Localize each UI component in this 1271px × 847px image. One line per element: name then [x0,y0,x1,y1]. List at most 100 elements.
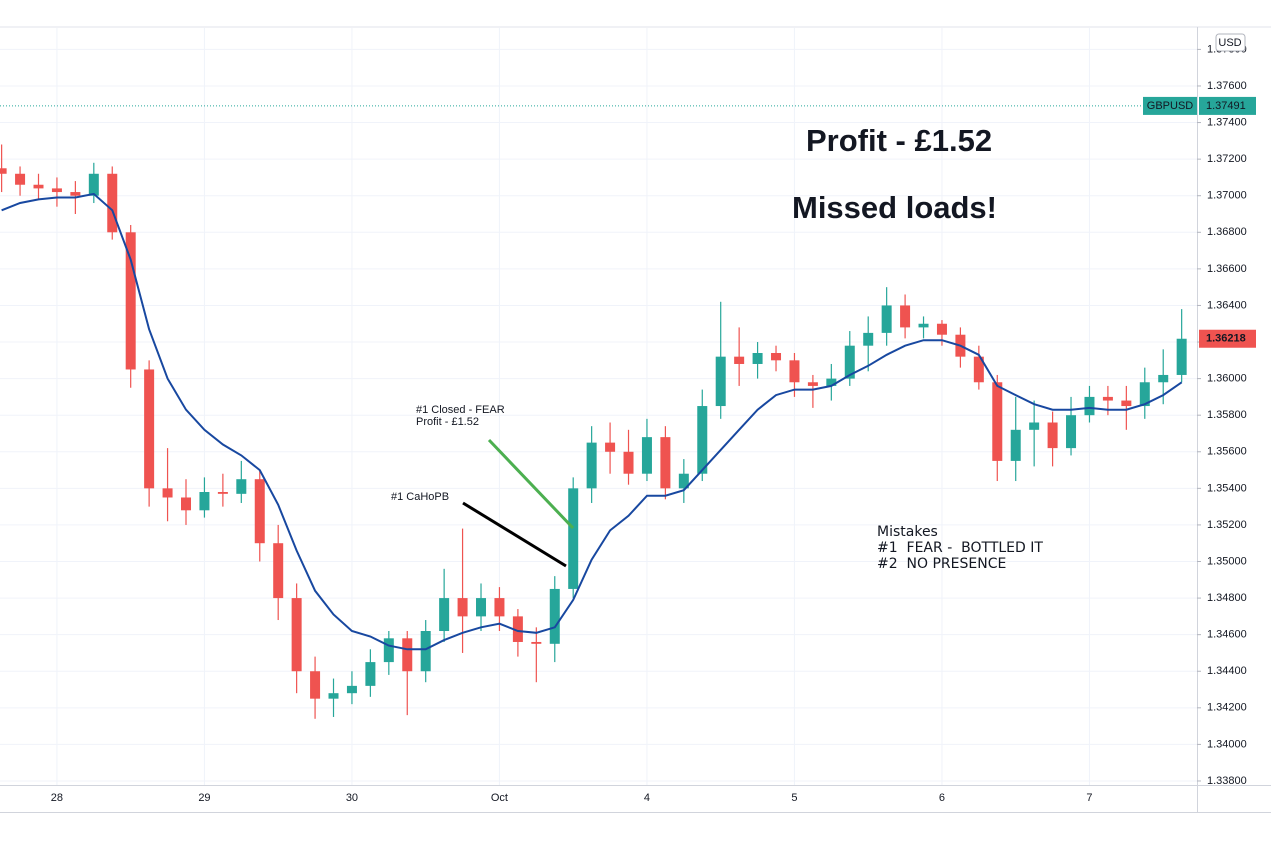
candle-body [291,598,302,672]
price-axis: 1.33800 1.34000 1.34200 1.34400 1.34600 1.348… [51,43,1256,804]
x-tick-label: 6 [939,792,945,804]
y-tick-label: 1.36000 [1207,373,1247,385]
currency-box[interactable] [1215,33,1246,52]
last-price-label: 1.36218 [1206,333,1246,345]
candle-body [844,345,855,379]
arrow-line [462,501,567,568]
candle-body [346,685,357,694]
y-tick-label: 1.37200 [1207,153,1247,165]
candle-body [586,442,597,489]
price-box [1199,96,1256,115]
candle-body [992,382,1003,461]
candle-body [605,442,616,452]
x-tick-label: 29 [198,792,210,804]
arrow-line [487,438,575,530]
candle-body [51,188,62,193]
y-tick-label: 1.34000 [1207,738,1247,750]
candle-body [1102,396,1113,401]
candle-body [365,662,376,686]
candle-body [273,543,284,599]
last-price-box [1199,329,1256,348]
candle-body [217,492,228,494]
candle-body [88,173,99,196]
candle-body [383,638,394,663]
y-tick-label: 1.35200 [1207,519,1247,531]
candle-body [310,671,321,699]
annotation: #2 NO PRESENCE [877,556,1006,572]
candle-body [1066,415,1077,449]
candle-body [900,305,911,328]
annotation: #1 FEAR - BOTTLED IT [877,540,1043,556]
y-tick-label: 1.35000 [1207,555,1247,567]
candle-body [162,488,173,498]
candle-body [494,598,505,617]
candle-body [1029,422,1040,430]
candle-body [678,473,689,489]
x-tick-label: 28 [51,792,63,804]
symbol-label: GBPUSD [1147,100,1194,112]
moving-average [1,192,1183,651]
candle-body [660,437,671,489]
candle-body [1010,429,1021,461]
candle-body [697,406,708,474]
candle-body [328,693,339,699]
y-tick-label: 1.37600 [1207,80,1247,92]
candle-body [33,184,44,189]
candle-body [107,173,118,233]
annotation: Mistakes [877,524,938,540]
y-tick-label: 1.35600 [1207,446,1247,458]
candle-body [1084,396,1095,416]
candle-body [623,451,634,474]
candle-body [199,492,210,511]
candle-body [476,598,487,617]
x-tick-label: Oct [491,792,508,804]
y-tick-label: 1.34600 [1207,629,1247,641]
candle-body [512,616,523,642]
candle-body [641,437,652,474]
y-tick-label: 1.35800 [1207,409,1247,421]
candle-body [568,488,579,589]
x-tick-label: 7 [1086,792,1092,804]
grid [0,28,1197,785]
annotation: Profit - £1.52 [806,123,992,158]
candle-body [734,356,745,364]
annotation: Missed loads! [792,190,997,225]
candle-body [1139,382,1150,407]
candle-body [789,360,800,383]
candle-body [826,378,837,386]
candle-body [402,638,413,672]
candle-body [752,353,763,364]
candle-body [457,598,468,617]
y-tick-label: 1.36800 [1207,226,1247,238]
y-tick-label: 1.34200 [1207,702,1247,714]
y-tick-label: 1.34400 [1207,665,1247,677]
candle-body [973,356,984,383]
candle-body [181,497,192,511]
y-tick-label: 1.34800 [1207,592,1247,604]
y-tick-label: 1.37400 [1207,116,1247,128]
y-tick-label: 1.36400 [1207,299,1247,311]
candle-body [1047,422,1058,449]
price-label: 1.37491 [1206,100,1246,112]
x-tick-label: 5 [791,792,797,804]
candle-body [863,332,874,346]
candle-body [1121,400,1132,407]
y-tick-label: 1.35400 [1207,482,1247,494]
y-tick-label: 1.36600 [1207,263,1247,275]
candle-body [807,382,818,386]
x-tick-label: 4 [644,792,650,804]
candle-body [936,323,947,335]
candle-body [15,173,26,185]
candle-body [254,479,265,544]
currency-label[interactable]: USD [1218,37,1241,49]
candle-body [144,369,155,489]
y-tick-label: 1.37000 [1207,190,1247,202]
candle-body [715,356,726,407]
x-tick-label: 30 [346,792,358,804]
candle-body [420,631,431,672]
candle-body [549,588,560,644]
annotation: Profit - £1.52 [416,416,479,428]
candle-body [0,168,7,174]
candle-body [881,305,892,333]
